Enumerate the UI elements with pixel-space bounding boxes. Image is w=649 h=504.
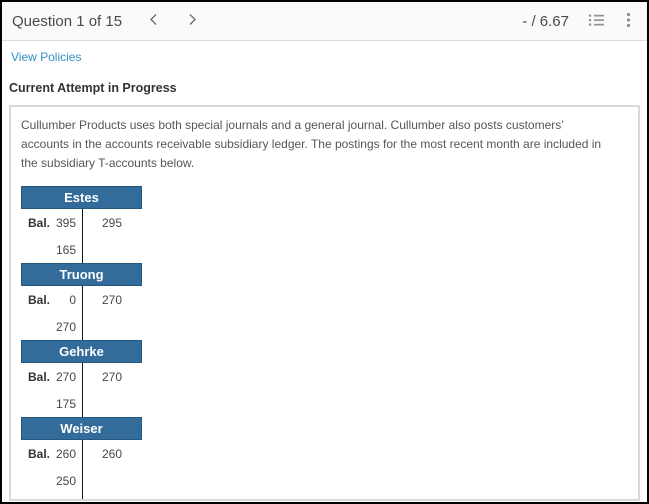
- t-account-row: Bal. 0 270: [21, 286, 142, 313]
- t-accounts: Estes Bal. 395 295 165 Truong Bal. 0 270…: [21, 186, 142, 502]
- t-account-name: Gehrke: [21, 340, 142, 363]
- attempt-status-text: Current Attempt in Progress: [9, 81, 177, 95]
- t-account-name: Truong: [21, 263, 142, 286]
- t-account-credit-value: 260: [101, 446, 122, 461]
- t-account-credit-value: 270: [101, 292, 122, 307]
- t-account-debit-value: 270: [55, 369, 76, 384]
- question-nav: [142, 10, 204, 32]
- t-account-row: Bal. 270 270: [21, 363, 142, 390]
- chevron-right-icon: [187, 12, 198, 30]
- t-account-name: Weiser: [21, 417, 142, 440]
- t-account: Gehrke Bal. 270 270 175: [21, 340, 142, 417]
- view-policies-link[interactable]: View Policies: [11, 50, 82, 64]
- t-account-name: Estes: [21, 186, 142, 209]
- t-account-row: 180: [21, 494, 142, 502]
- question-header: Question 1 of 15 - / 6.67: [2, 2, 647, 41]
- t-account-body: Bal. 270 270 175: [21, 363, 142, 417]
- t-account-debit-value: 395: [55, 215, 76, 230]
- t-account-row-label: Bal.: [28, 215, 51, 230]
- more-options-button[interactable]: [624, 10, 633, 33]
- t-account: Weiser Bal. 260 260 250 180: [21, 417, 142, 502]
- t-account-debit-value: 180: [48, 501, 76, 502]
- t-account-row: Bal. 395 295: [21, 209, 142, 236]
- t-account-debit-value: 165: [55, 242, 76, 257]
- prev-question-button[interactable]: [142, 10, 165, 32]
- chevron-left-icon: [148, 12, 159, 30]
- t-account-credit-value: 270: [101, 369, 122, 384]
- t-account: Truong Bal. 0 270 270: [21, 263, 142, 340]
- question-progress-title: Question 1 of 15: [12, 12, 123, 30]
- t-account-body: Bal. 395 295 165: [21, 209, 142, 263]
- question-content-box: Cullumber Products uses both special jou…: [9, 105, 640, 501]
- t-account-credit-value: 295: [101, 215, 122, 230]
- t-account-debit-value: 175: [55, 396, 76, 411]
- t-account-debit-value: 270: [55, 319, 76, 334]
- question-list-button[interactable]: [586, 11, 607, 32]
- t-account-row-label: Bal.: [28, 369, 51, 384]
- t-account-row: 250: [21, 467, 142, 494]
- kebab-menu-icon: [626, 12, 631, 31]
- t-account-debit-value: 250: [55, 473, 76, 488]
- score-display: - / 6.67: [522, 12, 569, 30]
- list-icon: [588, 13, 605, 30]
- t-account-row: 175: [21, 390, 142, 417]
- t-account-body: Bal. 260 260 250 180: [21, 440, 142, 502]
- t-account-debit-value: 260: [55, 446, 76, 461]
- t-account: Estes Bal. 395 295 165: [21, 186, 142, 263]
- t-account-row: 165: [21, 236, 142, 263]
- t-account-row-label: Bal.: [28, 446, 51, 461]
- t-account-row: 270: [21, 313, 142, 340]
- question-text: Cullumber Products uses both special jou…: [21, 118, 602, 170]
- t-account-debit-value: 0: [69, 292, 76, 307]
- header-actions: - / 6.67: [522, 10, 633, 33]
- t-account-row-label: Bal.: [28, 292, 51, 307]
- next-question-button[interactable]: [181, 10, 204, 32]
- t-account-body: Bal. 0 270 270: [21, 286, 142, 340]
- t-account-row: Bal. 260 260: [21, 440, 142, 467]
